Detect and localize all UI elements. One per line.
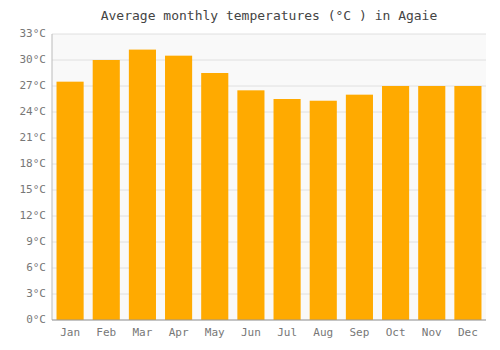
x-tick-label: Sep [349, 326, 369, 339]
y-tick-label: 21°C [20, 131, 47, 144]
x-tick-label: Dec [458, 326, 478, 339]
bars [57, 50, 482, 320]
x-tick-label: May [205, 326, 225, 339]
y-tick-label: 33°C [20, 27, 47, 40]
y-tick-label: 6°C [26, 261, 46, 274]
y-tick-label: 27°C [20, 79, 47, 92]
title: Average monthly temperatures (°C ) in Ag… [101, 8, 438, 23]
y-tick-label: 15°C [20, 183, 47, 196]
bar [382, 86, 409, 320]
grid-line [52, 320, 486, 321]
x-tick-label: Feb [96, 326, 116, 339]
bar [93, 60, 120, 320]
bar [129, 50, 156, 320]
x-tick-label: Jun [241, 326, 261, 339]
bar [237, 90, 264, 320]
y-tick-label: 18°C [20, 157, 47, 170]
x-tick-label: Jul [277, 326, 297, 339]
x-tick-label: Aug [313, 326, 333, 339]
y-tick-label: 24°C [20, 105, 47, 118]
y-tick-label: 0°C [26, 313, 46, 326]
x-tick-label: Apr [169, 326, 189, 339]
y-axis-line [52, 34, 53, 320]
bar [454, 86, 481, 320]
x-tick-label: Jan [60, 326, 80, 339]
y-tick-label: 3°C [26, 287, 46, 300]
x-tick-label: Mar [132, 326, 152, 339]
plot-background [52, 34, 486, 320]
chart: 0°C 3°C 6°C 9°C 12°C 15°C 18°C 21°C 24°C 27°C 30°C… [0, 0, 500, 350]
y-tick-label: 12°C [20, 209, 47, 222]
grid-line [52, 34, 486, 35]
y-tick-label: 9°C [26, 235, 46, 248]
x-axis-line [52, 320, 486, 321]
y-tick-label: 30°C [20, 53, 47, 66]
bar [346, 95, 373, 320]
x-tick-label: Oct [386, 326, 406, 339]
bar [57, 82, 84, 320]
bar [274, 99, 301, 320]
bar [310, 101, 337, 320]
x-tick-label: Nov [422, 326, 442, 339]
bar [418, 86, 445, 320]
bar [165, 56, 192, 320]
bar [201, 73, 228, 320]
y-grid [52, 34, 486, 320]
